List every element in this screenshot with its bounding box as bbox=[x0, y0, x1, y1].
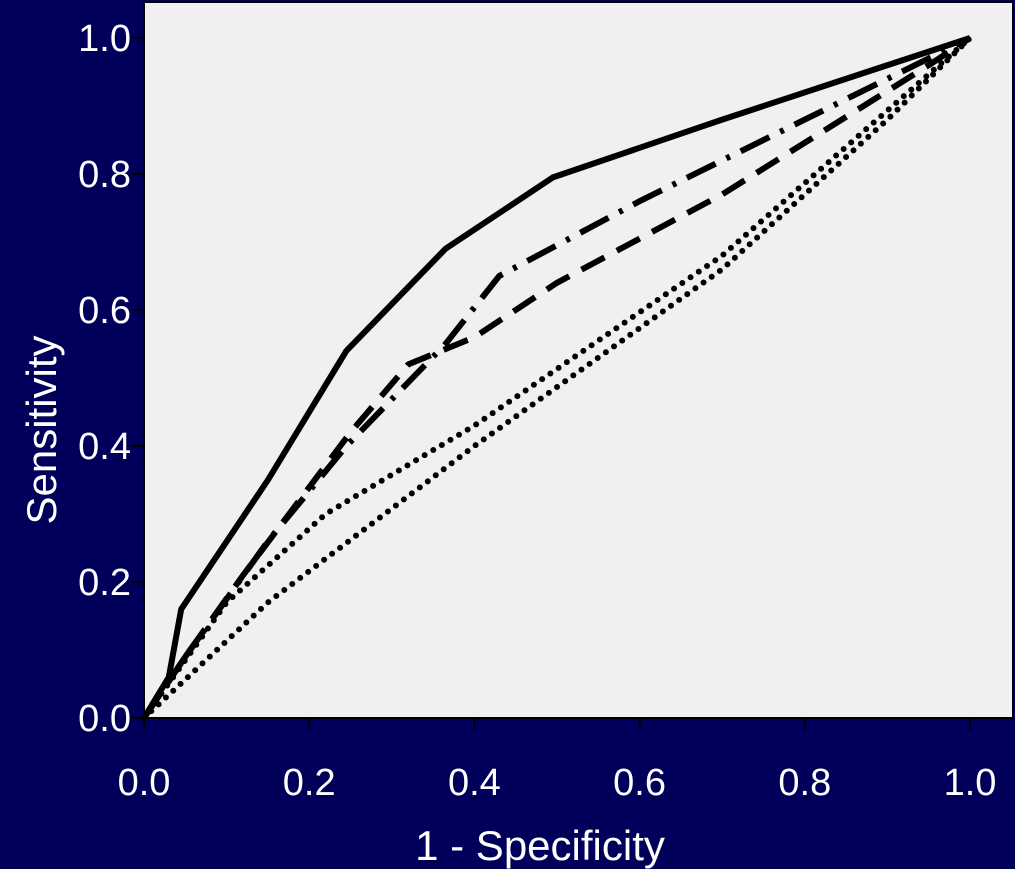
x-tick-label: 0.0 bbox=[118, 762, 171, 804]
y-axis-title: Sensitivity bbox=[18, 335, 65, 524]
roc-series-5-dotted bbox=[141, 35, 973, 721]
x-tick-label: 0.4 bbox=[448, 762, 501, 804]
axis-layer: 0.0 0.2 0.4 0.6 0.8 1.0 0.0 0.2 0.4 0.6 0.8 1.0 bbox=[78, 18, 996, 804]
y-tick-label: 0.2 bbox=[78, 562, 131, 604]
roc-series-4-dotted bbox=[141, 35, 973, 721]
series-layer bbox=[141, 35, 973, 721]
y-tick-label: 0.4 bbox=[78, 426, 131, 468]
x-axis-title: 1 - Specificity bbox=[415, 822, 665, 869]
y-tick-label: 0.6 bbox=[78, 290, 131, 332]
y-tick-label: 0.0 bbox=[78, 698, 131, 740]
x-tick-label: 1.0 bbox=[944, 762, 997, 804]
plot-area bbox=[143, 1, 1014, 719]
x-tick-label: 0.8 bbox=[778, 762, 831, 804]
y-tick-label: 1.0 bbox=[78, 18, 131, 60]
y-tick-label: 0.8 bbox=[78, 154, 131, 196]
x-tick-label: 0.6 bbox=[613, 762, 666, 804]
x-tick-label: 0.2 bbox=[283, 762, 336, 804]
roc-series-3-dashed bbox=[141, 35, 972, 720]
roc-series-1-solid bbox=[141, 35, 971, 720]
